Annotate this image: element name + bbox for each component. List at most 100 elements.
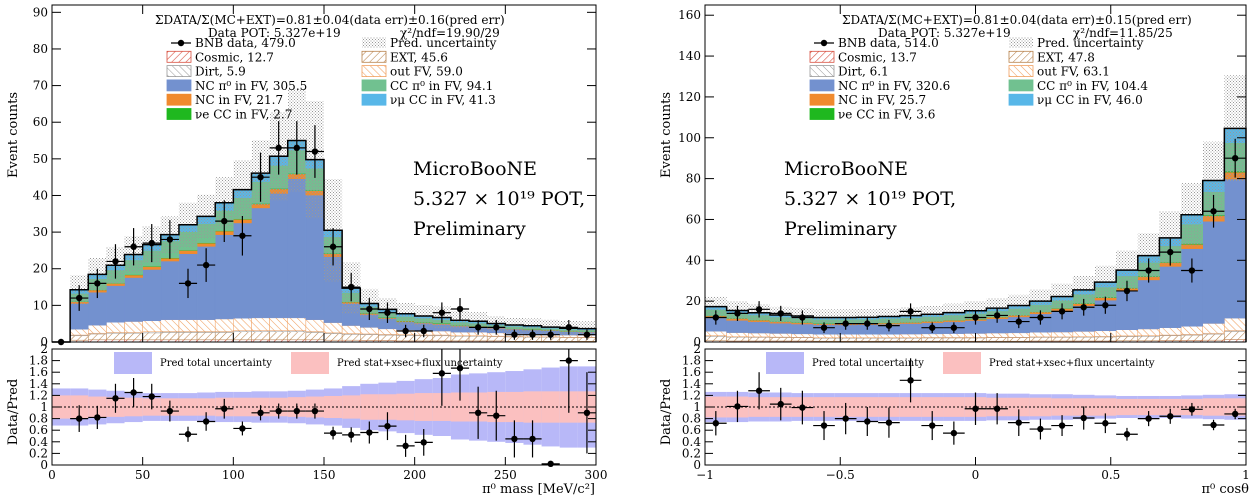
bar-nc_pi0-3 — [769, 322, 792, 334]
legend-swatch-1 — [362, 37, 386, 48]
ratio-y-tick-label-1: 0.2 — [29, 446, 48, 460]
total-prediction-outline — [704, 127, 1247, 342]
legend-label-10: νe CC in FV, 3.6 — [838, 108, 935, 122]
ratio-point-14 — [1015, 419, 1022, 426]
data-point-17 — [366, 305, 373, 313]
bar-outfv-17 — [360, 327, 379, 335]
ratio-point-14 — [329, 429, 337, 437]
data-point-29 — [583, 331, 591, 338]
bar-nc_pi0-2 — [748, 321, 771, 334]
x-tick-label-1: −0.5 — [826, 468, 855, 482]
data-point-8 — [202, 261, 210, 269]
data-point-5 — [148, 239, 155, 247]
ratio-legend-label-1: Pred stat+xsec+flux uncertainty — [989, 358, 1155, 369]
ratio-point-27 — [565, 357, 572, 364]
ratio-point-15 — [348, 431, 355, 439]
data-point-11 — [257, 173, 264, 181]
bar-ext-7 — [856, 337, 879, 342]
bar-nc_pi0-11 — [251, 207, 270, 319]
mass-label-line-1: MicroBooNE — [413, 158, 537, 180]
data-point-9 — [221, 217, 228, 225]
ratio-point-11 — [275, 407, 282, 415]
ratio-y-tick-label-10: 2 — [693, 342, 701, 356]
legend-swatch-8 — [809, 93, 835, 106]
y-tick-label-6: 120 — [678, 90, 701, 104]
ratio-point-7 — [202, 418, 210, 425]
x-tick-label-0: −1 — [696, 468, 714, 482]
bar-ext-6 — [160, 332, 180, 341]
bar-ext-8 — [877, 337, 901, 342]
ratio-point-19 — [1123, 431, 1131, 438]
legend-label-7: CC π⁰ in FV, 94.1 — [390, 79, 493, 93]
ratio-point-15 — [1037, 425, 1044, 433]
legend-marker-dot-0 — [820, 39, 828, 47]
y-tick-label-7: 140 — [678, 49, 701, 63]
bar-outfv-0 — [704, 330, 727, 336]
data-point-3 — [112, 258, 119, 265]
ratio-point-1 — [734, 403, 741, 410]
ratio-point-2 — [112, 395, 119, 402]
bar-nc_pi0-4 — [124, 277, 143, 322]
legend-marker-dot-0 — [177, 39, 185, 47]
x-tick-label-4: 1 — [1242, 468, 1250, 482]
ratio-y-tick-label-9: 1.8 — [29, 354, 48, 368]
ratio-point-20 — [1145, 415, 1152, 422]
bar-outfv-6 — [834, 333, 857, 338]
data-point-2 — [94, 280, 101, 287]
mass-x-axis-title: π⁰ mass [MeV/c²] — [482, 482, 595, 497]
bar-nc_pi0-4 — [791, 323, 814, 335]
y-tick-label-3: 60 — [686, 212, 701, 226]
data-point-6 — [166, 236, 174, 243]
ratio-point-13 — [311, 407, 319, 415]
ratio-point-21 — [1167, 413, 1174, 420]
ratio-point-5 — [166, 407, 174, 415]
bar-ext-22 — [450, 335, 470, 342]
bar-ext-12 — [269, 331, 288, 341]
ratio-unc-stat-27 — [541, 391, 560, 423]
data-point-14 — [1015, 318, 1022, 325]
ratio-legend-swatch-1 — [291, 352, 329, 374]
ratio-point-9 — [239, 425, 246, 432]
bar-outfv-5 — [142, 320, 162, 332]
x-tick-label-3: 0.5 — [1101, 468, 1120, 482]
bar-outfv-1 — [69, 328, 89, 336]
ratio-unc-stat-10 — [921, 397, 944, 417]
data-point-12 — [972, 314, 979, 321]
data-point-22 — [456, 305, 464, 313]
legend-swatch-8 — [166, 93, 192, 106]
legend-swatch-7 — [1008, 79, 1034, 92]
ratio-point-26 — [547, 460, 554, 468]
x-tick-label-4: 200 — [403, 468, 426, 482]
ratio-point-1 — [94, 414, 101, 421]
bar-outfv-11 — [942, 333, 965, 338]
ratio-panel — [705, 358, 1246, 445]
data-point-7 — [864, 320, 871, 327]
data-point-7 — [184, 280, 192, 287]
ratio-y-tick-label-3: 0.6 — [29, 423, 48, 437]
legend-label-5: out FV, 59.0 — [390, 65, 463, 79]
bar-nc_pi0-24 — [1224, 178, 1247, 319]
data-point-23 — [1210, 208, 1217, 215]
data-point-24 — [1231, 154, 1239, 162]
bar-outfv-2 — [748, 332, 771, 338]
legend-swatch-10 — [166, 108, 192, 120]
bar-outfv-8 — [877, 333, 901, 338]
x-tick-label-0: 0 — [48, 468, 56, 482]
bar-outfv-16 — [1050, 331, 1074, 338]
bar-outfv-22 — [450, 331, 470, 337]
ratio-point-10 — [929, 422, 936, 429]
legend-label-6: NC π⁰ in FV, 305.5 — [195, 79, 307, 93]
cos-summary-text: ΣDATA/Σ(MC+EXT)=0.81±0.04(data err)±0.15… — [842, 13, 1192, 27]
ratio-unc-stat-24 — [1224, 398, 1246, 416]
y-tick-label-4: 80 — [686, 172, 701, 186]
bar-ext-15 — [1029, 337, 1052, 342]
ratio-y-tick-label-0: 0 — [40, 458, 48, 472]
ratio-point-19 — [420, 439, 427, 446]
bar-ext-14 — [305, 332, 325, 341]
bar-outfv-13 — [986, 332, 1009, 338]
ratio-point-17 — [1080, 414, 1087, 422]
data-point-0 — [712, 314, 720, 321]
costheta-plot: ΣDATA/Σ(MC+EXT)=0.81±0.04(data err)±0.15… — [659, 4, 1250, 497]
data-point-16 — [348, 283, 355, 291]
bar-ext-4 — [791, 337, 814, 342]
